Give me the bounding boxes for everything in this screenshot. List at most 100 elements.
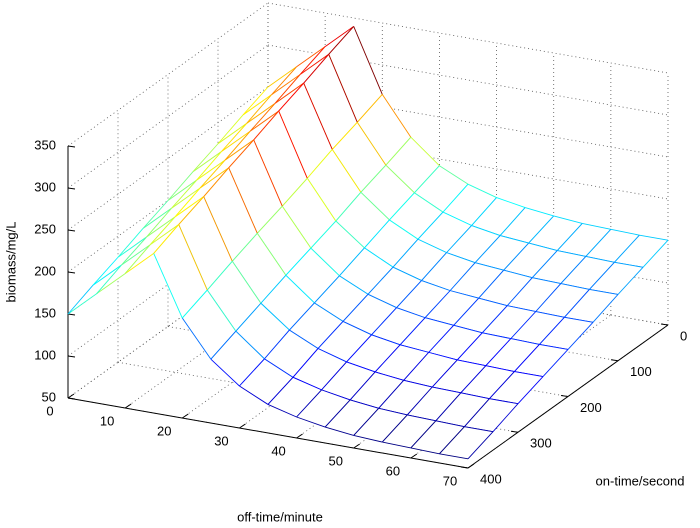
mesh-edge [528,215,555,244]
mesh-edge [364,219,390,249]
mesh-face [557,223,611,257]
mesh-edge [564,316,594,323]
mesh-face [193,123,247,172]
mesh-edge [403,352,430,381]
mesh-edge [617,266,644,295]
mesh-edge [224,139,254,161]
mesh-edge [539,317,565,345]
mesh-face [464,398,518,432]
mesh-edge [303,82,333,150]
tick-mark [67,229,76,232]
mesh-edge [364,247,394,268]
mesh-edge [585,255,615,263]
mesh-edge [206,289,237,332]
mesh-edge [274,74,301,104]
mesh-face [207,261,261,332]
mesh-edge [96,273,126,295]
mesh-edge [442,211,472,226]
tick-mark [67,145,76,148]
mesh-edge [96,264,122,295]
mesh-face [560,256,615,290]
x-tick-label: 40 [271,443,285,458]
mesh-edge [464,426,494,433]
z-tick-label: 150 [34,305,56,320]
mesh-edge [478,297,508,307]
tick-mark [67,187,76,190]
mesh-edge [510,338,540,345]
z-tick-label: 350 [34,137,56,152]
mesh-face [385,137,440,193]
mesh-face [250,83,304,132]
mesh-edge [449,262,476,291]
mesh-edge [342,321,372,336]
mesh-edge [385,164,415,194]
mesh-edge [431,359,458,388]
x-tick-label: 0 [46,403,53,418]
mesh-edge [271,66,297,96]
mesh-face [403,352,458,388]
tick-mark [467,463,475,469]
mesh-face [253,111,308,207]
mesh-face [307,149,361,222]
mesh-edge [456,332,483,361]
tick-mark [67,397,76,400]
mesh-face [282,178,336,249]
mesh-edge [242,94,272,116]
mesh-face [425,290,479,326]
mesh-edge [475,262,504,271]
mesh-edge [178,196,205,225]
mesh-edge [149,216,176,246]
mesh-face [218,94,272,144]
mesh-face [210,331,265,386]
mesh-edge [278,82,305,112]
mesh-edge [385,136,412,166]
mesh-face [485,338,540,372]
mesh-face [443,184,497,226]
mesh-edge [331,122,358,150]
mesh-edge [557,250,586,257]
mesh-face [293,348,347,390]
mesh-edge [421,280,451,292]
mesh-edge [217,123,247,145]
mesh-edge [281,205,312,249]
z-tick-label: 100 [34,347,56,362]
mesh-face [182,290,236,360]
mesh-edge [585,229,612,257]
mesh-edge [506,277,533,306]
mesh-edge [417,211,444,240]
mesh-face [507,277,561,312]
mesh-edge [335,220,365,249]
mesh-edge [492,403,519,432]
mesh-edge [507,305,536,312]
mesh-edge [567,322,594,350]
mesh-face [328,26,383,123]
mesh-edge [639,234,669,241]
mesh-face [175,167,229,217]
mesh-edge [264,329,290,360]
mesh-edge [503,242,530,271]
x-axis-label: off-time/minute [237,509,323,524]
mesh-edge [317,321,344,349]
mesh-edge [389,192,415,221]
mesh-face [396,280,451,318]
mesh-face [125,224,179,274]
mesh-face [96,244,151,294]
mesh-face [457,332,511,366]
mesh-edge [346,361,376,373]
mesh-edge [460,365,487,394]
mesh-face [435,392,490,427]
mesh-edge [428,351,458,361]
x-tick-label: 50 [328,453,342,468]
mesh-face [453,298,508,333]
mesh-face [503,243,558,278]
mesh-edge [450,290,479,299]
mesh-edge [350,399,379,409]
y-tick-label: 400 [480,471,502,486]
z-tick-label: 50 [42,389,56,404]
mesh-edge [267,404,297,418]
mesh-edge [381,414,408,443]
mesh-face [489,371,543,404]
tick-mark [182,413,189,419]
mesh-edge [360,191,390,221]
mesh-edge [353,407,380,436]
